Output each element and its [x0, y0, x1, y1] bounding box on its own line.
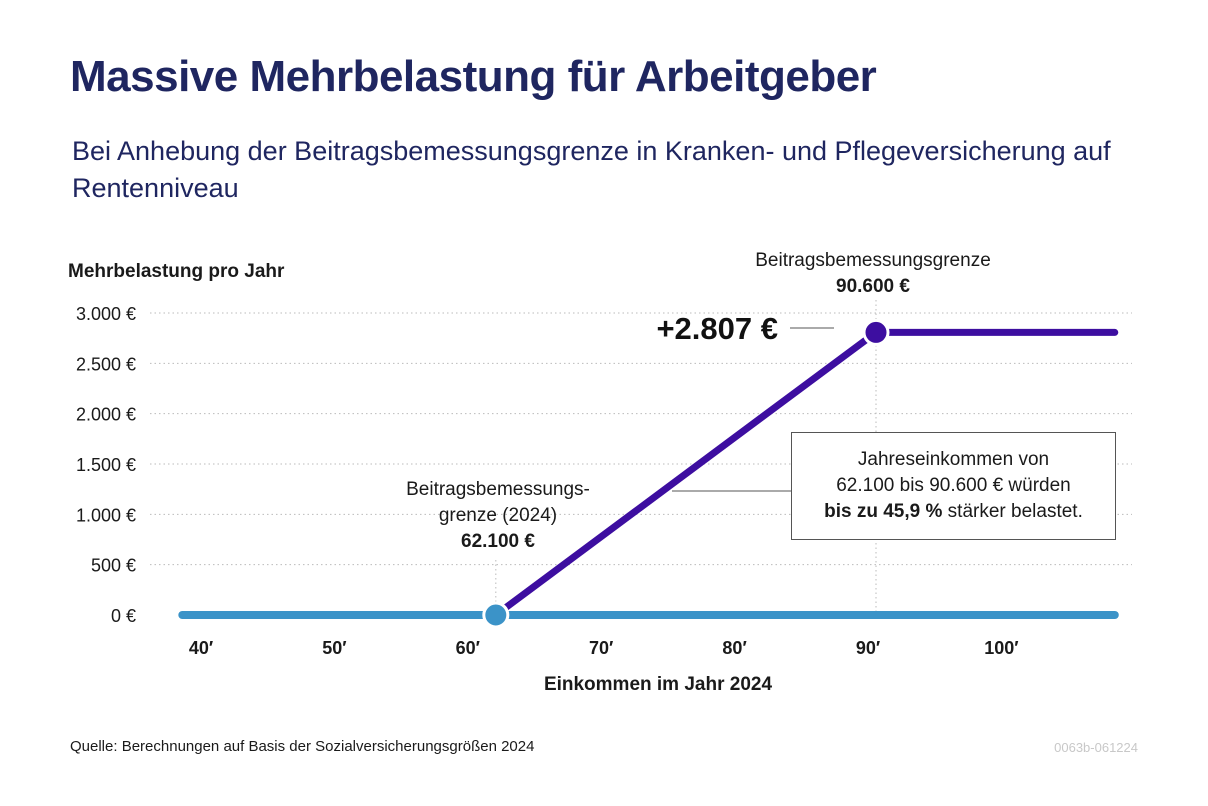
y-axis-label: Mehrbelastung pro Jahr — [68, 261, 285, 282]
annotation-line-1: Jahreseinkommen von — [857, 449, 1050, 470]
new-limit-marker — [862, 318, 890, 346]
x-tick-label: 60′ — [456, 638, 480, 658]
old-limit-label-line1: Beitragsbemessungs- — [406, 479, 590, 500]
page-title: Massive Mehrbelastung für Arbeitgeber — [70, 52, 877, 101]
old-limit-value: 62.100 € — [461, 531, 535, 552]
page-subtitle: Bei Anhebung der Beitragsbemessungsgrenz… — [72, 136, 1111, 203]
annotation-rest: stärker belastet. — [942, 501, 1083, 522]
annotation-box: Jahreseinkommen von 62.100 bis 90.600 € … — [791, 432, 1116, 540]
graphic-code: 0063b-061224 — [1054, 740, 1138, 755]
x-tick-label: 50′ — [322, 638, 346, 658]
new-limit-label: Beitragsbemessungsgrenze — [755, 250, 991, 271]
y-tick-label: 1.000 € — [76, 505, 136, 525]
x-tick-label: 40′ — [189, 638, 213, 658]
annotation-line-2: 62.100 bis 90.600 € würden — [836, 475, 1071, 496]
old-limit-label-line2: grenze (2024) — [439, 505, 557, 526]
x-axis-label: Einkommen im Jahr 2024 — [544, 674, 773, 695]
annotation-line-3: bis zu 45,9 % stärker belastet. — [824, 499, 1083, 525]
y-tick-label: 500 € — [91, 556, 136, 576]
old-limit-marker — [482, 601, 510, 629]
max-value-label: +2.807 € — [656, 311, 778, 346]
y-tick-label: 0 € — [111, 606, 136, 626]
x-tick-label: 70′ — [589, 638, 613, 658]
new-limit-value: 90.600 € — [836, 276, 910, 297]
y-tick-label: 3.000 € — [76, 304, 136, 324]
x-tick-label: 100′ — [984, 638, 1018, 658]
source-note: Quelle: Berechnungen auf Basis der Sozia… — [70, 738, 535, 755]
x-tick-label: 90′ — [856, 638, 880, 658]
y-tick-label: 2.500 € — [76, 354, 136, 374]
x-tick-label: 80′ — [722, 638, 746, 658]
y-tick-label: 1.500 € — [76, 455, 136, 475]
annotation-bold: bis zu 45,9 % — [824, 501, 943, 522]
y-tick-label: 2.000 € — [76, 405, 136, 425]
